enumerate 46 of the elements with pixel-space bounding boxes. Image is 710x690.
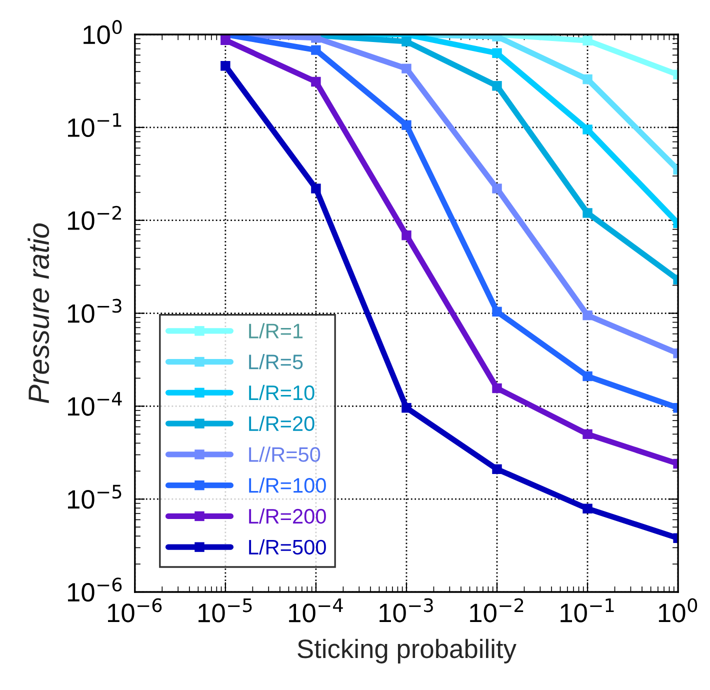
point bbox=[492, 383, 502, 394]
legend-label: L/R=200 bbox=[249, 508, 326, 524]
point bbox=[492, 48, 502, 58]
y-axis-title: Pressure ratio bbox=[28, 223, 50, 404]
y-tick-label: 10$^{−1}$ bbox=[68, 113, 122, 138]
point bbox=[311, 34, 321, 43]
y-tick-label: 10$^{0}$ bbox=[84, 20, 122, 44]
point bbox=[582, 74, 592, 84]
x-tick-label: 10$^{−3}$ bbox=[380, 598, 433, 622]
x-tick-label: 10$^{−1}$ bbox=[560, 598, 614, 622]
legend-label: L/R=5 bbox=[249, 354, 303, 370]
legend-label: L//R=50 bbox=[249, 446, 320, 462]
point bbox=[582, 208, 592, 218]
point bbox=[582, 371, 592, 382]
y-tick-label: 10$^{−4}$ bbox=[68, 392, 122, 416]
y-tick-label: 10$^{−3}$ bbox=[68, 298, 122, 323]
point bbox=[311, 184, 321, 194]
point bbox=[311, 45, 321, 55]
point bbox=[582, 429, 592, 440]
point bbox=[582, 124, 592, 134]
x-tick-label: 10$^{0}$ bbox=[658, 598, 698, 622]
x-tick-label: 10$^{−4}$ bbox=[289, 598, 343, 622]
x-axis-title: Sticking probability bbox=[298, 638, 516, 664]
point bbox=[220, 60, 230, 71]
y-tick-label: 10$^{−5}$ bbox=[68, 484, 122, 509]
point bbox=[492, 464, 502, 474]
x-tick-label: 10$^{−5}$ bbox=[198, 598, 252, 622]
legend-label: L/R=20 bbox=[249, 416, 314, 432]
point bbox=[492, 81, 502, 91]
legend-label: L/R=1 bbox=[249, 323, 303, 338]
point bbox=[492, 306, 502, 317]
point bbox=[311, 76, 321, 87]
point bbox=[402, 36, 412, 46]
point bbox=[402, 120, 412, 130]
point bbox=[402, 402, 412, 413]
legend-label: L/R=500 bbox=[249, 539, 326, 555]
point bbox=[582, 504, 592, 514]
point bbox=[220, 35, 230, 45]
legend-label: L/R=10 bbox=[249, 384, 314, 400]
point bbox=[402, 64, 412, 74]
point bbox=[492, 184, 502, 194]
legend-label: L/R=100 bbox=[249, 478, 326, 493]
x-tick-label: 10$^{−2}$ bbox=[470, 598, 524, 622]
y-tick-label: 10$^{−2}$ bbox=[68, 206, 121, 230]
point bbox=[402, 230, 412, 240]
point bbox=[582, 310, 592, 320]
